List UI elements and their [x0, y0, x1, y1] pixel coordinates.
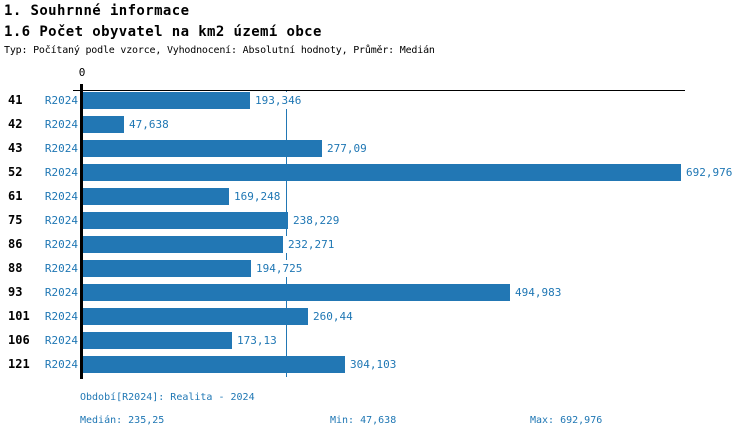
- row-bar: [83, 164, 681, 181]
- row-category-label: 61: [8, 189, 23, 203]
- row-value-label: 193,346: [253, 92, 304, 109]
- row-category-label: 42: [8, 117, 23, 131]
- row-category-label: 88: [8, 261, 23, 275]
- row-period-label: R2024: [44, 238, 78, 251]
- row-period-label: R2024: [44, 310, 78, 323]
- chart-meta-line: Typ: Počítaný podle vzorce, Vyhodnocení:…: [4, 45, 435, 56]
- report-section-title: 1. Souhrnné informace: [4, 3, 190, 19]
- row-bar: [83, 284, 510, 301]
- row-category-label: 43: [8, 141, 23, 155]
- row-category-label: 41: [8, 93, 23, 107]
- row-bar: [83, 92, 250, 109]
- row-period-label: R2024: [44, 118, 78, 131]
- chart-row: 75 R2024 238,229: [0, 212, 750, 236]
- median-reference-line: [286, 91, 287, 377]
- chart-title: 1.6 Počet obyvatel na km2 území obce: [4, 24, 322, 40]
- row-period-label: R2024: [44, 190, 78, 203]
- row-category-label: 93: [8, 285, 23, 299]
- chart-row: 93 R2024 494,983: [0, 284, 750, 308]
- row-period-label: R2024: [44, 94, 78, 107]
- footer-period-legend: Období[R2024]: Realita - 2024: [80, 392, 255, 403]
- chart-row: 88 R2024 194,725: [0, 260, 750, 284]
- row-bar: [83, 308, 308, 325]
- y-axis-line: [80, 84, 83, 379]
- x-axis-zero-tick-label: 0: [78, 66, 86, 79]
- x-axis-line: [73, 90, 685, 91]
- row-value-label: 277,09: [325, 140, 369, 157]
- chart-row: 61 R2024 169,248: [0, 188, 750, 212]
- row-value-label: 260,44: [311, 308, 355, 325]
- row-category-label: 106: [8, 333, 30, 347]
- row-value-label: 232,271: [286, 236, 337, 253]
- row-bar: [83, 236, 283, 253]
- chart-row: 41 R2024 193,346: [0, 92, 750, 116]
- row-value-label: 47,638: [127, 116, 171, 133]
- row-category-label: 52: [8, 165, 23, 179]
- chart-row: 121 R2024 304,103: [0, 356, 750, 380]
- chart-row: 42 R2024 47,638: [0, 116, 750, 140]
- row-value-label: 194,725: [254, 260, 305, 277]
- footer-max-stat: Max: 692,976: [530, 415, 603, 426]
- row-category-label: 86: [8, 237, 23, 251]
- row-category-label: 121: [8, 357, 30, 371]
- row-period-label: R2024: [44, 286, 78, 299]
- row-value-label: 494,983: [513, 284, 564, 301]
- chart-row: 106 R2024 173,13: [0, 332, 750, 356]
- row-period-label: R2024: [44, 214, 78, 227]
- footer-min-stat: Min: 47,638: [330, 415, 397, 426]
- row-value-label: 238,229: [291, 212, 342, 229]
- row-value-label: 173,13: [235, 332, 279, 349]
- row-bar: [83, 356, 345, 373]
- row-bar: [83, 332, 232, 349]
- row-bar: [83, 188, 229, 205]
- footer-median-stat: Medián: 235,25: [80, 415, 165, 426]
- row-period-label: R2024: [44, 262, 78, 275]
- row-bar: [83, 140, 322, 157]
- row-category-label: 101: [8, 309, 30, 323]
- chart-row: 101 R2024 260,44: [0, 308, 750, 332]
- chart-row: 86 R2024 232,271: [0, 236, 750, 260]
- row-period-label: R2024: [44, 142, 78, 155]
- row-period-label: R2024: [44, 334, 78, 347]
- row-bar: [83, 212, 288, 229]
- row-period-label: R2024: [44, 358, 78, 371]
- row-value-label: 304,103: [348, 356, 399, 373]
- row-period-label: R2024: [44, 166, 78, 179]
- row-value-label: 169,248: [232, 188, 283, 205]
- row-bar: [83, 260, 251, 277]
- row-value-label: 692,976: [684, 164, 735, 181]
- chart-rows: 41 R2024 193,346 42 R2024 47,638 43 R202…: [0, 92, 750, 380]
- row-bar: [83, 116, 124, 133]
- row-category-label: 75: [8, 213, 23, 227]
- chart-row: 43 R2024 277,09: [0, 140, 750, 164]
- chart-row: 52 R2024 692,976: [0, 164, 750, 188]
